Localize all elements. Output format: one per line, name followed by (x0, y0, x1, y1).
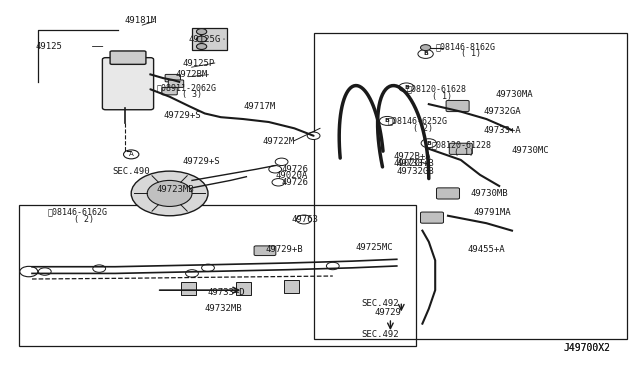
Circle shape (296, 215, 312, 224)
Text: ⒲08146-6162G: ⒲08146-6162G (48, 208, 108, 217)
Circle shape (275, 158, 288, 166)
Text: 49125P: 49125P (182, 59, 214, 68)
Text: SEC.492: SEC.492 (362, 330, 399, 339)
Circle shape (307, 132, 320, 140)
Text: 49733+D: 49733+D (208, 288, 246, 296)
Text: 49729+S: 49729+S (163, 111, 201, 120)
Text: ⒲08146-8162G: ⒲08146-8162G (435, 42, 495, 51)
Text: 49717M: 49717M (243, 102, 275, 110)
Text: 49730MA: 49730MA (496, 90, 534, 99)
FancyBboxPatch shape (446, 100, 469, 112)
Text: 49125: 49125 (35, 42, 62, 51)
Text: 49763: 49763 (291, 215, 318, 224)
Text: 49125G: 49125G (189, 35, 221, 44)
Circle shape (124, 150, 139, 159)
Circle shape (380, 116, 395, 125)
Bar (192, 28, 227, 50)
Text: ( 3): ( 3) (182, 90, 202, 99)
Text: ( 1): ( 1) (432, 92, 452, 101)
FancyBboxPatch shape (162, 87, 177, 95)
Text: 49730MC: 49730MC (512, 146, 550, 155)
Text: A: A (129, 151, 134, 157)
FancyBboxPatch shape (254, 246, 276, 256)
Text: 49732MB: 49732MB (205, 304, 243, 313)
Bar (284, 280, 299, 293)
Circle shape (196, 36, 207, 42)
Text: 49729+S: 49729+S (182, 157, 220, 166)
Text: ( 1): ( 1) (461, 49, 481, 58)
Text: J49700X2: J49700X2 (563, 343, 610, 353)
Text: 49181M: 49181M (125, 16, 157, 25)
Circle shape (20, 266, 38, 277)
Bar (181, 282, 196, 295)
Text: 49725MC: 49725MC (355, 243, 393, 252)
FancyBboxPatch shape (420, 212, 444, 223)
Text: B: B (423, 51, 428, 57)
Circle shape (421, 139, 436, 148)
Text: 49791MA: 49791MA (474, 208, 511, 217)
Circle shape (399, 83, 414, 92)
FancyBboxPatch shape (168, 80, 184, 87)
Text: B: B (385, 118, 390, 124)
Text: 49455+A: 49455+A (467, 245, 505, 254)
Text: SEC.492: SEC.492 (362, 299, 399, 308)
Text: 49729+B: 49729+B (266, 245, 303, 254)
Text: 4972B+A: 4972B+A (394, 152, 431, 161)
Text: 4972BM: 4972BM (176, 70, 208, 79)
Text: 49732GA: 49732GA (483, 107, 521, 116)
Text: B: B (404, 85, 409, 90)
Circle shape (147, 180, 192, 206)
Text: 49730MB: 49730MB (470, 189, 508, 198)
Bar (19, 205, 416, 346)
Circle shape (269, 166, 282, 173)
Circle shape (186, 270, 198, 277)
Circle shape (326, 262, 339, 270)
Circle shape (93, 265, 106, 272)
Text: B: B (426, 141, 431, 146)
FancyBboxPatch shape (165, 74, 180, 82)
Text: ( 1): ( 1) (454, 148, 474, 157)
FancyBboxPatch shape (436, 188, 460, 199)
Circle shape (38, 268, 51, 275)
Text: ⒲08120-61628: ⒲08120-61628 (406, 85, 467, 94)
Circle shape (202, 264, 214, 272)
Circle shape (272, 179, 285, 186)
Text: J49700X2: J49700X2 (563, 343, 610, 353)
Text: 49726: 49726 (282, 178, 308, 187)
Circle shape (196, 44, 207, 49)
Circle shape (196, 29, 207, 35)
Bar (314, 33, 627, 339)
FancyBboxPatch shape (110, 51, 146, 64)
Text: ⒲08120-61228: ⒲08120-61228 (432, 141, 492, 150)
Text: 49723MB: 49723MB (157, 185, 195, 194)
Text: 49729: 49729 (374, 308, 401, 317)
Bar (236, 282, 251, 295)
Text: 49020A: 49020A (275, 171, 307, 180)
Circle shape (420, 45, 431, 51)
FancyBboxPatch shape (102, 58, 154, 110)
Text: ⒲08146-6252G: ⒲08146-6252G (387, 116, 447, 125)
Text: 49726: 49726 (282, 165, 308, 174)
Text: 49020FA: 49020FA (394, 159, 431, 168)
Text: ( 2): ( 2) (74, 215, 93, 224)
Text: 49733+B: 49733+B (397, 159, 435, 168)
Text: SEC.490: SEC.490 (112, 167, 150, 176)
Text: 49722M: 49722M (262, 137, 294, 146)
Text: ( 2): ( 2) (413, 124, 433, 133)
Text: 49733+A: 49733+A (483, 126, 521, 135)
Circle shape (131, 171, 208, 216)
Text: 49732GB: 49732GB (397, 167, 435, 176)
Circle shape (418, 49, 433, 58)
Text: ⓝ08911-2062G: ⓝ08911-2062G (157, 83, 217, 92)
FancyBboxPatch shape (449, 143, 472, 154)
